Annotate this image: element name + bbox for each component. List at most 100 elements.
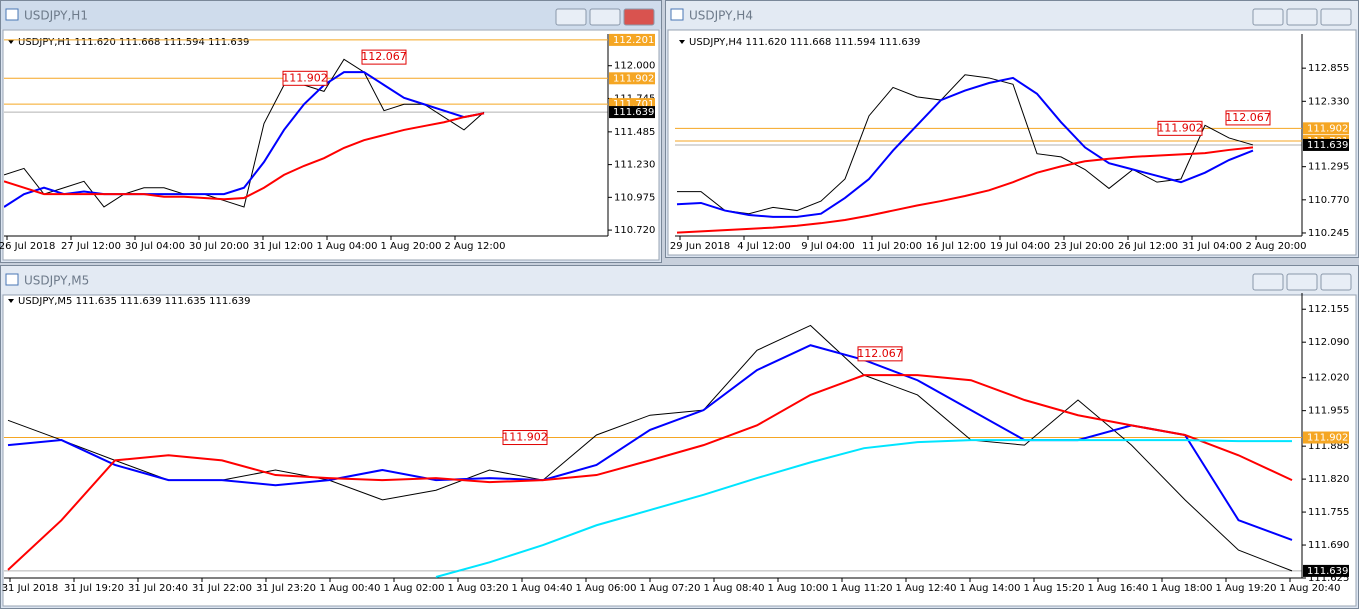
close-button[interactable]	[1320, 8, 1352, 26]
y-tick-label: 111.295	[1308, 162, 1349, 173]
x-tick-label: 30 Jul 04:00	[125, 241, 185, 252]
plot	[675, 74, 1302, 234]
restore-button[interactable]	[1286, 273, 1318, 291]
level-label: 111.639	[1307, 140, 1348, 151]
level-label: 111.902	[1307, 433, 1348, 444]
x-tick-label: 1 Aug 10:00	[767, 583, 828, 594]
close-button[interactable]	[623, 8, 655, 26]
plot	[4, 324, 1302, 578]
annotation-label: 112.067	[361, 50, 407, 63]
chart-window: USDJPY,H4 USDJPY,H4 111.620 111.668 111.5…	[665, 0, 1359, 258]
x-tick-label: 1 Aug 18:00	[1151, 583, 1212, 594]
restore-button[interactable]	[1286, 8, 1318, 26]
title-bar	[666, 1, 1358, 29]
annotation-label: 111.902	[502, 431, 548, 444]
window-icon	[670, 8, 684, 21]
x-tick-label: 26 Jul 2018	[0, 241, 55, 252]
restore-button[interactable]	[589, 8, 621, 26]
x-tick-label: 31 Jul 04:00	[1182, 241, 1242, 252]
price-line	[676, 146, 1254, 234]
price-line	[4, 71, 485, 208]
y-tick-label: 110.720	[614, 225, 655, 236]
x-tick-label: 1 Aug 04:00	[316, 241, 377, 252]
x-tick-label: 31 Jul 23:20	[256, 583, 316, 594]
x-tick-label: 1 Aug 14:00	[959, 583, 1020, 594]
price-line	[435, 439, 1292, 578]
y-tick-label: 111.955	[1308, 406, 1349, 417]
header-arrow	[679, 40, 685, 44]
x-tick-label: 27 Jul 12:00	[61, 241, 121, 252]
x-tick-label: 26 Jul 12:00	[1118, 241, 1178, 252]
window-title: USDJPY,H4	[689, 9, 753, 23]
chart-header: USDJPY,H4 111.620 111.668 111.594 111.63…	[689, 37, 920, 48]
level-label-box	[609, 33, 655, 46]
x-tick-label: 2 Aug 12:00	[444, 241, 505, 252]
title-bar	[1, 266, 1358, 294]
x-tick-label: 19 Jul 04:00	[990, 241, 1050, 252]
title-bar	[1, 1, 661, 29]
level-label: 111.701	[613, 99, 654, 110]
x-tick-label: 1 Aug 20:40	[1279, 583, 1340, 594]
chart-body	[2, 294, 1357, 607]
minimize-button[interactable]	[1252, 273, 1284, 291]
y-tick-label: 111.820	[1308, 474, 1349, 485]
annotation-box	[282, 70, 328, 86]
y-tick-label: 111.885	[1308, 441, 1349, 452]
x-tick-label: 16 Jul 12:00	[926, 241, 986, 252]
level-label-box	[1303, 431, 1349, 444]
x-tick-label: 31 Jul 12:00	[253, 241, 313, 252]
chart-header: USDJPY,H1 111.620 111.668 111.594 111.63…	[18, 37, 249, 48]
price-line	[7, 374, 1293, 571]
header-arrow	[8, 299, 14, 303]
y-tick-label: 111.755	[1308, 507, 1349, 518]
level-label: 111.902	[613, 73, 654, 84]
x-tick-label: 31 Jul 19:20	[64, 583, 124, 594]
x-tick-label: 1 Aug 02:00	[383, 583, 444, 594]
x-tick-label: 1 Aug 07:20	[639, 583, 700, 594]
close-button[interactable]	[1320, 273, 1352, 291]
chart-header: USDJPY,M5 111.635 111.639 111.635 111.63…	[18, 296, 251, 307]
y-tick-label: 110.975	[614, 192, 655, 203]
x-tick-label: 4 Jul 12:00	[737, 241, 791, 252]
annotation-box	[857, 346, 903, 362]
annotation-box	[1157, 120, 1203, 136]
window-title: USDJPY,H1	[24, 9, 88, 23]
x-tick-label: 1 Aug 12:40	[895, 583, 956, 594]
y-tick-label: 111.625	[1308, 573, 1349, 584]
x-tick-label: 1 Aug 20:00	[380, 241, 441, 252]
x-tick-label: 1 Aug 15:20	[1023, 583, 1084, 594]
level-label-box	[1303, 138, 1349, 151]
y-tick-label: 110.770	[1308, 195, 1349, 206]
annotation-box	[361, 49, 407, 65]
window-title: USDJPY,M5	[24, 274, 89, 288]
x-tick-label: 1 Aug 11:20	[831, 583, 892, 594]
y-tick-label: 111.230	[614, 160, 655, 171]
y-tick-label: 111.690	[1308, 540, 1349, 551]
x-tick-label: 1 Aug 06:00	[575, 583, 636, 594]
level-label: 112.201	[613, 35, 654, 46]
chart-window: USDJPY,H1 USDJPY,H1 111.620 111.668 111.5…	[0, 0, 662, 263]
y-tick-label: 112.090	[1308, 337, 1349, 348]
annotation-label: 111.902	[1157, 121, 1203, 134]
minimize-button[interactable]	[1252, 8, 1284, 26]
level-label: 111.639	[1307, 566, 1348, 577]
x-tick-label: 31 Jul 20:40	[128, 583, 188, 594]
x-tick-label: 1 Aug 03:20	[447, 583, 508, 594]
level-label: 111.902	[1307, 123, 1348, 134]
price-line	[4, 58, 485, 208]
annotation-label: 111.902	[282, 71, 328, 84]
x-tick-label: 9 Jul 04:00	[801, 241, 855, 252]
price-line	[676, 76, 1254, 218]
level-label-box	[609, 72, 655, 85]
y-tick-label: 112.000	[614, 61, 655, 72]
chart-body	[667, 29, 1357, 256]
x-tick-label: 1 Aug 08:40	[703, 583, 764, 594]
annotation-label: 112.067	[1225, 111, 1271, 124]
x-tick-label: 23 Jul 20:00	[1054, 241, 1114, 252]
minimize-button[interactable]	[555, 8, 587, 26]
chart-body	[2, 29, 660, 261]
annotation-label: 112.067	[857, 347, 903, 360]
x-tick-label: 1 Aug 19:20	[1215, 583, 1276, 594]
level-label-box	[1303, 564, 1349, 577]
